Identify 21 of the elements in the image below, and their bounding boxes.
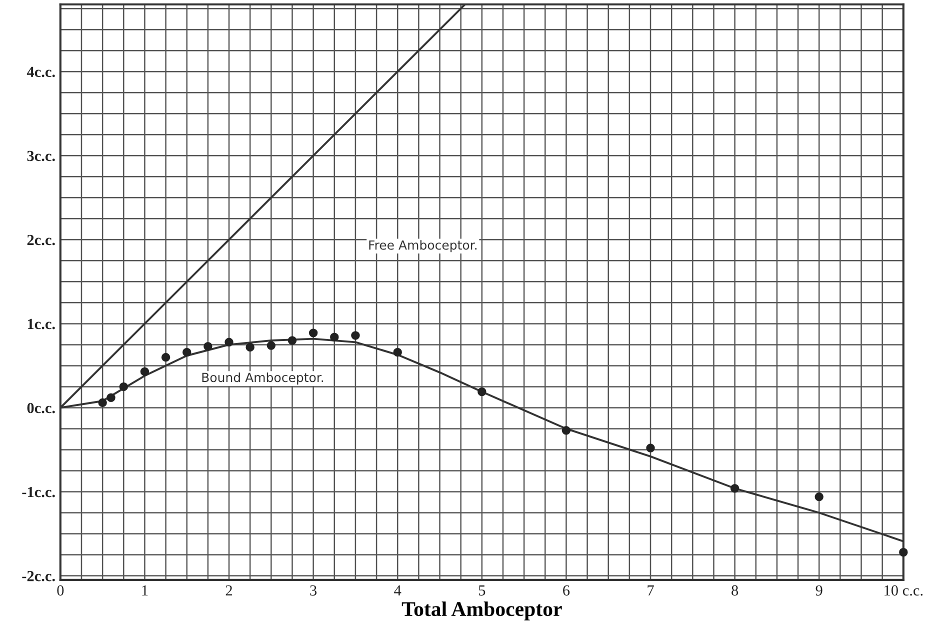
x-tick-label: 0 — [57, 585, 64, 596]
x-tick-label: 1 — [142, 585, 148, 596]
x-tick-label: 6 — [563, 585, 570, 596]
y-tick-label: -1c.c. — [22, 486, 55, 498]
x-axis-title: Total Amboceptor — [402, 601, 562, 620]
y-tick-label: 4c.c. — [26, 66, 55, 78]
x-tick-label: 7 — [648, 585, 654, 596]
annotation: Free Amboceptor. — [369, 240, 476, 252]
x-tick-label: 8 — [732, 585, 738, 596]
x-tick-label: 5 — [478, 585, 486, 596]
y-tick-label: 0c.c. — [27, 402, 55, 414]
y-tick-label: 1c.c. — [28, 318, 55, 330]
x-tick-label: 3 — [310, 585, 317, 596]
y-tick-label: -2c.c. — [22, 570, 55, 582]
x-tick-label: 4 — [394, 585, 402, 596]
x-tick-label: 2 — [226, 585, 232, 596]
series-label: Bound Amboceptor. — [202, 372, 324, 385]
x-tick-label: 9 — [816, 585, 822, 596]
y-tick-label: 2c.c. — [27, 234, 55, 246]
y-tick-label: 3c.c. — [27, 150, 55, 162]
x-tick-label: 10 c.c. — [884, 585, 923, 596]
